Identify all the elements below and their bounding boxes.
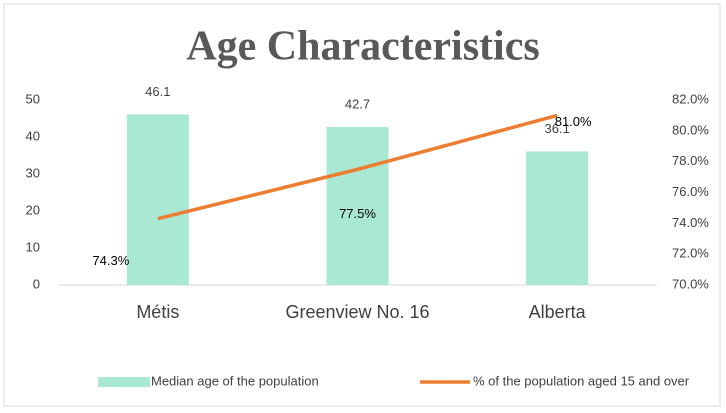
y2-tick-label: 74.0%: [672, 215, 709, 230]
line-label: 77.5%: [339, 206, 376, 221]
line-label: 81.0%: [555, 114, 592, 129]
y2-tick-label: 70.0%: [672, 276, 709, 291]
y-tick-label: 50: [26, 91, 40, 106]
x-tick-label: Greenview No. 16: [285, 302, 429, 322]
x-tick-label: Alberta: [529, 302, 587, 322]
y-tick-label: 10: [26, 239, 40, 254]
bar: [326, 127, 389, 285]
legend-label: % of the population aged 15 and over: [473, 373, 690, 388]
bar-label: 42.7: [345, 96, 370, 111]
legend-swatch: [98, 377, 150, 387]
y2-tick-label: 82.0%: [672, 91, 709, 106]
bar: [126, 114, 189, 286]
bar-label: 46.1: [145, 84, 170, 99]
y2-tick-label: 78.0%: [672, 153, 709, 168]
y-tick-label: 20: [26, 202, 40, 217]
legend-label: Median age of the population: [151, 373, 319, 388]
bar: [526, 151, 589, 285]
y-tick-label: 40: [26, 128, 40, 143]
y-tick-label: 30: [26, 165, 40, 180]
bar-label: 36.1: [545, 121, 570, 136]
line: [157, 113, 558, 221]
y-tick-label: 0: [33, 276, 40, 291]
chart-title: Age Characteristics: [186, 24, 539, 70]
line-label: 74.3%: [92, 253, 129, 268]
y2-tick-label: 72.0%: [672, 246, 709, 261]
x-tick-label: Métis: [136, 302, 179, 322]
y2-tick-label: 80.0%: [672, 122, 709, 137]
y2-tick-label: 76.0%: [672, 184, 709, 199]
